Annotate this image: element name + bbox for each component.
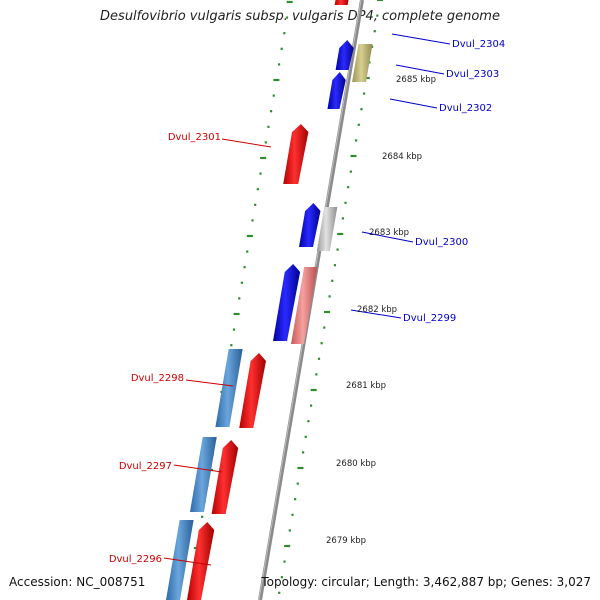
callout-line [350,309,402,319]
scale-label: 2683 kbp [369,228,409,238]
accession-label: Accession: NC_008751 [9,575,146,589]
gene-feature-olive[interactable] [352,44,373,82]
gene-label[interactable]: Dvul_2302 [439,103,492,114]
scale-label: 2684 kbp [382,152,422,162]
gene-label[interactable]: Dvul_2303 [446,69,499,80]
callout-line [185,379,234,387]
scale-label: 2685 kbp [396,75,436,85]
scale-label: 2680 kbp [336,459,376,469]
callout-line [163,557,212,566]
gene-feature-blue[interactable] [335,40,354,70]
scale-labels: 2685 kbp 2684 kbp 2683 kbp 2682 kbp 2681 kbp… [326,75,436,546]
genome-title: Desulfovibrio vulgaris subsp. vulgaris D… [100,9,500,24]
gene-label[interactable]: Dvul_2299 [403,313,456,324]
gene-label[interactable]: Dvul_2297 [119,461,172,472]
gene-callouts: Dvul_2304 Dvul_2303 Dvul_2302 Dvul_2301 Dvul… [109,33,505,566]
scale-label: 2681 kbp [346,381,386,391]
gene-feature-gray[interactable] [316,207,338,251]
callout-line [395,64,445,75]
gene-feature-red[interactable] [334,0,349,5]
gene-feature-red[interactable] [239,353,266,428]
callout-line [173,464,223,473]
gene-label[interactable]: Dvul_2301 [168,132,221,143]
genome-summary: Topology: circular; Length: 3,462,887 bp… [261,575,591,589]
gene-feature-blue[interactable] [273,264,301,341]
gene-feature-pink[interactable] [291,267,318,344]
gene-label[interactable]: Dvul_2296 [109,554,162,565]
callout-line [391,33,451,45]
gene-feature-blue[interactable] [327,72,346,109]
scale-label: 2679 kbp [326,536,366,546]
gene-label[interactable]: Dvul_2300 [415,237,468,248]
scale-label: 2682 kbp [357,305,397,315]
gene-feature-red[interactable] [187,522,215,600]
callout-line [361,231,414,243]
gene-label[interactable]: Dvul_2304 [452,39,505,50]
gene-features [166,0,373,600]
gene-feature-red[interactable] [283,124,309,184]
gene-feature-steel[interactable] [215,349,243,427]
gene-feature-blue[interactable] [299,203,321,247]
callout-line [389,98,438,109]
gene-feature-red[interactable] [211,440,239,514]
gene-label[interactable]: Dvul_2298 [131,373,184,384]
gene-feature-steel[interactable] [189,437,217,512]
callout-line [221,138,272,148]
